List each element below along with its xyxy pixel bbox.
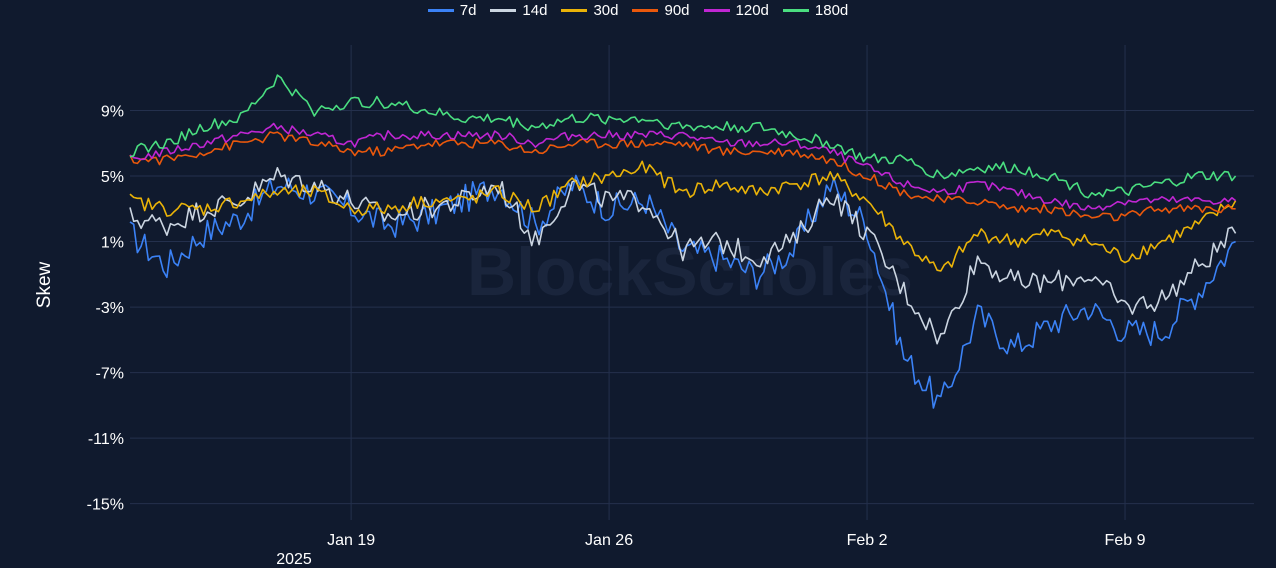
legend-swatch [632, 9, 659, 12]
chart-legend: 7d 14d 30d 90d 120d 180d [0, 2, 1276, 19]
legend-swatch [490, 9, 517, 12]
legend-item-90d[interactable]: 90d [632, 2, 690, 19]
legend-label: 30d [593, 2, 619, 19]
x-tick-label: Jan 19 [327, 532, 375, 549]
y-tick-label: 1% [101, 235, 124, 252]
grid [130, 45, 1254, 520]
y-tick-label: 5% [101, 169, 124, 186]
legend-label: 14d [522, 2, 548, 19]
x-axis-subtitle: 2025 [276, 551, 312, 568]
legend-label: 180d [814, 2, 849, 19]
y-tick-label: -7% [96, 366, 124, 383]
y-tick-label: -15% [87, 497, 124, 514]
series-line-14d [129, 167, 1237, 345]
x-tick-label: Feb 9 [1105, 532, 1146, 549]
series-line-180d [129, 74, 1237, 199]
y-tick-label: -11% [88, 431, 124, 448]
legend-item-30d[interactable]: 30d [561, 2, 618, 19]
watermark: BlockScholes [467, 234, 913, 310]
legend-swatch [427, 9, 454, 12]
series-lines [129, 74, 1237, 409]
series-line-120d [129, 122, 1237, 211]
legend-item-120d[interactable]: 120d [703, 2, 769, 19]
legend-label: 7d [459, 2, 477, 19]
legend-item-7d[interactable]: 7d [427, 2, 477, 19]
x-tick-label: Feb 2 [847, 532, 888, 549]
legend-item-14d[interactable]: 14d [490, 2, 547, 19]
series-line-7d [129, 174, 1236, 409]
x-tick-labels: Jan 19 Jan 26 Feb 2 Feb 9 [327, 532, 1145, 549]
legend-item-180d[interactable]: 180d [782, 2, 849, 19]
legend-swatch [703, 9, 730, 12]
y-tick-label: -3% [96, 300, 124, 317]
x-tick-label: Jan 26 [585, 532, 633, 549]
legend-swatch [782, 9, 809, 12]
series-line-90d [129, 131, 1236, 222]
series-line-30d [129, 160, 1237, 272]
y-tick-labels: 9% 5% 1% -3% -7% -11% -15% [87, 104, 124, 514]
y-axis-title: Skew [34, 261, 55, 308]
y-tick-label: 9% [101, 104, 124, 121]
legend-swatch [561, 9, 588, 12]
legend-label: 120d [735, 2, 769, 19]
legend-label: 90d [664, 2, 690, 19]
